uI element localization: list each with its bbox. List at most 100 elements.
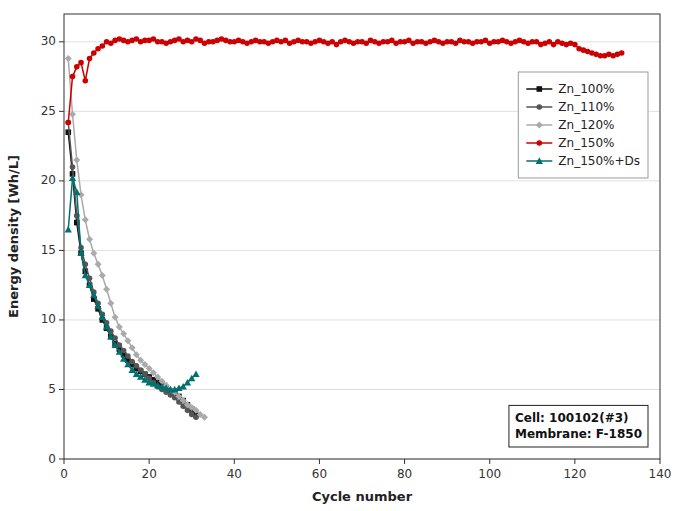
legend-label: Zn_100%	[558, 82, 614, 96]
series	[65, 120, 198, 420]
data-point	[150, 369, 157, 376]
x-tick	[404, 459, 405, 464]
data-point	[124, 337, 131, 344]
data-point	[90, 250, 97, 257]
x-tick-label: 60	[312, 467, 327, 481]
x-tick-label: 120	[563, 467, 586, 481]
x-tick	[574, 459, 575, 464]
legend-marker	[536, 157, 543, 164]
x-tick-label: 100	[478, 467, 501, 481]
data-point	[192, 407, 199, 414]
x-tick	[234, 459, 235, 464]
annotation: Cell: 100102(#3) Membrane: F-1850	[509, 405, 648, 447]
x-tick-label: 0	[60, 467, 68, 481]
legend-label: Zn_110%	[558, 100, 614, 114]
data-point	[69, 174, 76, 181]
y-tick	[59, 250, 64, 251]
x-tick-label: 40	[227, 467, 242, 481]
y-tick-label: 15	[41, 243, 56, 257]
data-point	[137, 357, 144, 364]
annotation-line: Cell: 100102(#3)	[515, 411, 629, 425]
data-point	[201, 414, 208, 421]
data-point	[94, 302, 101, 309]
data-point	[192, 371, 199, 378]
data-point	[141, 361, 148, 368]
x-tick	[319, 459, 320, 464]
data-point	[91, 50, 97, 56]
chart: 051015202530020406080100120140Cycle numb…	[0, 0, 676, 511]
data-point	[112, 314, 119, 321]
data-point	[86, 282, 93, 289]
data-point	[82, 272, 89, 279]
data-point	[134, 363, 140, 369]
y-tick-label: 0	[48, 452, 56, 466]
annotation-line: Membrane: F-1850	[515, 427, 642, 441]
y-tick	[59, 111, 64, 112]
y-grid	[64, 42, 660, 459]
x-tick-label: 140	[649, 467, 672, 481]
legend-marker	[537, 140, 543, 146]
x-tick-label: 80	[397, 467, 412, 481]
data-point	[86, 236, 93, 243]
data-point	[103, 323, 110, 330]
data-point	[77, 250, 84, 257]
data-point	[120, 330, 127, 337]
data-point	[70, 164, 76, 170]
data-point	[125, 353, 131, 359]
data-point	[73, 188, 80, 195]
data-point	[111, 341, 118, 348]
series-line	[68, 122, 196, 417]
data-point	[116, 323, 123, 330]
data-point	[65, 120, 71, 126]
data-point	[107, 300, 114, 307]
data-point	[82, 78, 88, 84]
data-point	[73, 157, 80, 164]
data-point	[103, 286, 110, 293]
data-point	[124, 361, 131, 368]
data-point	[133, 371, 140, 378]
y-tick-label: 25	[41, 104, 56, 118]
y-tick	[59, 459, 64, 460]
series	[65, 174, 200, 392]
x-tick-label: 20	[142, 467, 157, 481]
data-point	[95, 261, 102, 268]
series	[65, 55, 208, 421]
y-axis-label: Energy density [Wh/L]	[6, 155, 21, 318]
data-point	[180, 397, 187, 404]
data-point	[137, 373, 144, 380]
data-point	[82, 216, 89, 223]
legend-frame	[518, 72, 648, 178]
data-point	[129, 359, 135, 365]
legend-marker	[536, 122, 543, 129]
grid-line	[64, 389, 660, 390]
plot-frame	[64, 14, 660, 459]
data-point	[65, 120, 71, 126]
data-point	[116, 348, 123, 355]
data-point	[572, 42, 578, 48]
data-point	[138, 367, 144, 373]
data-point	[175, 393, 182, 400]
legend-marker	[537, 86, 543, 92]
data-point	[133, 351, 140, 358]
x-tick	[64, 459, 65, 464]
x-tick	[660, 459, 661, 464]
plot-background	[64, 14, 660, 459]
annotation-text: Cell: 100102(#3) Membrane: F-1850	[515, 411, 642, 441]
data-point	[129, 344, 136, 351]
x-tick	[149, 459, 150, 464]
legend-label: Zn_120%	[558, 118, 614, 132]
legend-label: Zn_150%+Ds	[558, 154, 640, 168]
data-point	[90, 291, 97, 298]
y-tick	[59, 319, 64, 320]
data-point	[69, 111, 76, 118]
grid-line	[64, 319, 660, 320]
data-point	[65, 55, 72, 62]
data-point	[70, 74, 76, 80]
data-point	[87, 56, 93, 62]
legend-label: Zn_150%	[558, 136, 614, 150]
data-point	[74, 64, 80, 70]
series-line	[68, 178, 196, 389]
data-point	[146, 365, 153, 372]
data-point	[128, 366, 135, 373]
y-tick-label: 5	[48, 382, 56, 396]
